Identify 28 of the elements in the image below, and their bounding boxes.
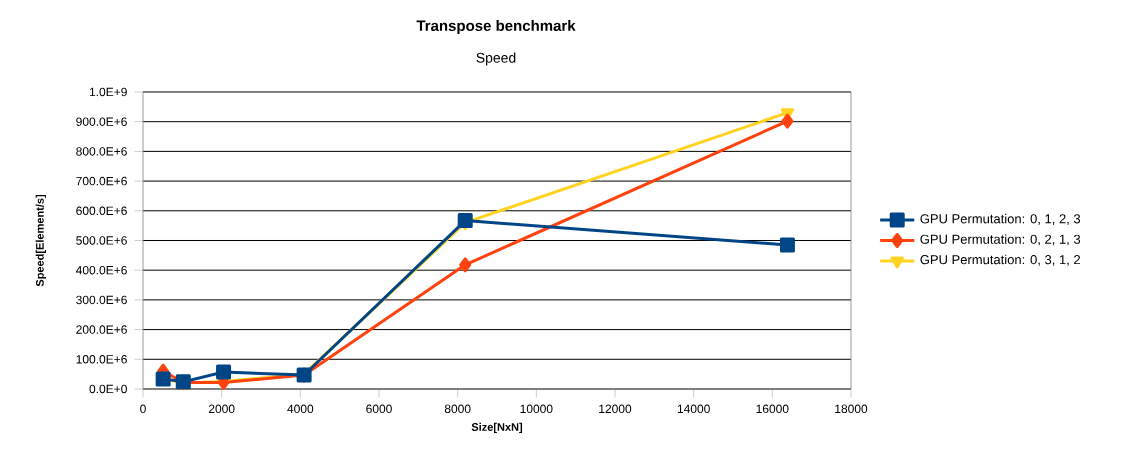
x-tick-label: 4000 <box>287 404 314 414</box>
x-tick-label: 12000 <box>599 404 632 414</box>
y-tick-label: 700.0E+6 <box>76 176 127 186</box>
x-tick-label: 18000 <box>835 404 868 414</box>
x-tick-label: 10000 <box>520 404 553 414</box>
y-tick-label: 100.0E+6 <box>76 355 127 364</box>
x-tick-label: 8000 <box>444 404 471 414</box>
y-tick-label: 900.0E+6 <box>76 117 127 126</box>
x-tick-label: 16000 <box>756 404 789 414</box>
y-tick-label: 600.0E+6 <box>76 206 127 216</box>
legend-label: GPU Permutation: 0, 1, 2, 3 <box>920 213 1081 225</box>
legend-label: GPU Permutation: 0, 2, 1, 3 <box>920 234 1081 246</box>
x-tick-label: 0 <box>140 404 146 414</box>
x-tick-label: 14000 <box>677 404 710 414</box>
chart-title: Transpose benchmark <box>416 20 576 34</box>
y-tick-label: 1.0E+9 <box>89 87 127 97</box>
x-tick-label: 2000 <box>208 404 235 414</box>
y-tick-label: 500.0E+6 <box>76 236 127 245</box>
y-axis-title: Speed[Element/s] <box>35 194 46 287</box>
y-tick-label: 300.0E+6 <box>76 295 127 305</box>
y-tick-label: 200.0E+6 <box>76 325 127 334</box>
x-axis-title: Size[NxN] <box>471 422 523 434</box>
legend-label: GPU Permutation: 0, 3, 1, 2 <box>920 254 1080 266</box>
y-tick-label: 400.0E+6 <box>75 265 127 275</box>
y-tick-label: 800.0E+6 <box>76 147 127 156</box>
x-tick-label: 6000 <box>366 404 392 414</box>
y-tick-label: 0.0E+0 <box>89 384 127 394</box>
chart-subtitle: Speed <box>476 52 516 66</box>
